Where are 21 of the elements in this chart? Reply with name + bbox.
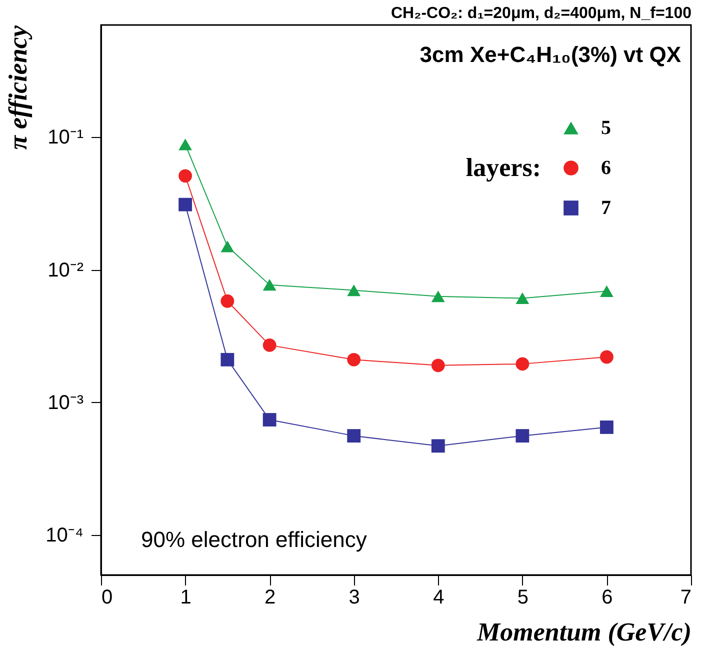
chart-title: CH₂-CO₂: d₁=20μm, d₂=400μm, N_f=100 xyxy=(390,5,692,22)
x-tick-label: 5 xyxy=(517,586,528,608)
y-tick-label: 10⁻¹ xyxy=(48,126,84,149)
x-tick-label: 7 xyxy=(680,586,692,608)
annotation: 3cm Xe+C₄H₁₀(3%) vt QX xyxy=(420,42,682,67)
y-tick-label: 10⁻² xyxy=(48,259,84,282)
legend-label: 7 xyxy=(601,197,611,219)
legend-title: layers: xyxy=(466,153,541,182)
annotation: 90% electron efficiency xyxy=(141,527,367,552)
legend-label: 6 xyxy=(601,157,611,179)
x-tick-label: 6 xyxy=(602,586,613,608)
x-tick-label: 2 xyxy=(264,586,276,608)
x-axis-title: Momentum (GeV/c) xyxy=(476,618,692,646)
y-tick-label: 10⁻³ xyxy=(48,392,84,414)
y-tick-label: 10⁻⁴ xyxy=(46,524,84,547)
x-tick-label: 1 xyxy=(180,586,192,608)
y-axis-title: π efficiency xyxy=(4,25,33,150)
legend-label: 5 xyxy=(601,117,611,139)
x-tick-label: 4 xyxy=(433,586,444,608)
x-tick-label: 0 xyxy=(102,586,113,608)
x-tick-label: 3 xyxy=(348,586,360,608)
